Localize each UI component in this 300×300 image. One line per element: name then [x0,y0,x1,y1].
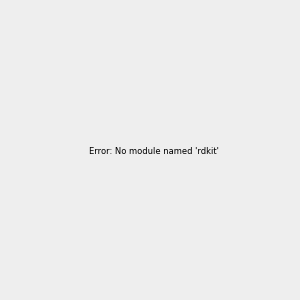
Text: Error: No module named 'rdkit': Error: No module named 'rdkit' [89,147,219,156]
